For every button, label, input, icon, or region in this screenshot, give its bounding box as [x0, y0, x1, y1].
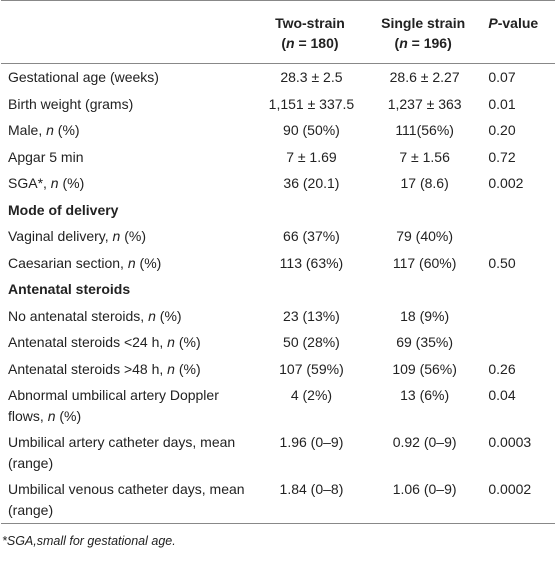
cell: 28.3 ± 2.5	[280, 69, 343, 85]
header-title: Single strain	[381, 15, 466, 31]
row-label: Birth weight (grams)	[8, 95, 134, 112]
cell: 0.07	[488, 69, 516, 85]
cell: 28.6 ± 2.27	[389, 69, 460, 85]
data-row: No antenatal steroids, n (%) 23 (13%) 18 (…	[1, 303, 555, 330]
data-row: Umbilical venous catheter days, mean (ra…	[1, 476, 555, 524]
data-row: Antenatal steroids <24 h, n (%) 50 (28%) 6…	[1, 329, 555, 356]
row-label: Gestational age (weeks)	[8, 69, 159, 85]
cell: 0.01	[488, 95, 516, 112]
cell: 0.0003	[488, 434, 532, 450]
cell: 90 (50%)	[283, 122, 340, 138]
cell	[478, 303, 555, 330]
footnote: *SGA,small for gestational age.	[2, 534, 176, 548]
data-row: Vaginal delivery, n (%) 66 (37%) 79 (40%)	[1, 223, 555, 250]
row-label: Abnormal umbilical artery Doppler flows,…	[8, 387, 219, 424]
data-row: Umbilical artery catheter days, mean (ra…	[1, 429, 555, 476]
data-row: Male, n (%) 90 (50%) 111(56%) 0.20	[1, 117, 555, 144]
section-row: Mode of delivery	[1, 197, 555, 224]
row-label: Antenatal steroids <24 h, n (%)	[8, 334, 201, 350]
data-row: Abnormal umbilical artery Doppler flows,…	[1, 382, 555, 429]
row-label: SGA*, n (%)	[8, 175, 85, 191]
data-row: Antenatal steroids >48 h, n (%) 107 (59%)…	[1, 356, 555, 383]
row-label: Antenatal steroids >48 h, n (%)	[8, 360, 201, 377]
header-title: Two-strain	[275, 15, 345, 31]
section-label: Antenatal steroids	[8, 281, 131, 297]
header-cell	[1, 1, 252, 64]
cell: 36 (20.1)	[283, 175, 340, 191]
cell: 4 (2%)	[290, 387, 333, 403]
table-header: Two-strain (n = 180) Single strain (n = 196…	[1, 0, 555, 64]
cell: 109 (56%)	[392, 360, 457, 377]
section-row: Antenatal steroids	[1, 276, 555, 303]
cell: 0.50	[488, 254, 516, 271]
header-cell: P-value	[478, 1, 555, 64]
header-sub: (n = 180)	[281, 35, 339, 51]
cell: 0.20	[488, 122, 516, 138]
data-row: SGA*, n (%) 36 (20.1) 17 (8.6) 0.002	[1, 170, 555, 197]
cell	[478, 329, 555, 356]
header-row: Two-strain (n = 180) Single strain (n = 196…	[1, 0, 555, 64]
row-label: No antenatal steroids, n (%)	[8, 307, 182, 324]
data-table: Two-strain (n = 180) Single strain (n = 196…	[1, 0, 555, 524]
row-label: Vaginal delivery, n (%)	[8, 228, 147, 244]
cell: 7 ± 1.69	[286, 148, 337, 165]
cell: 66 (37%)	[283, 228, 340, 244]
data-row: Caesarian section, n (%) 113 (63%) 117 (60…	[1, 250, 555, 277]
cell: 23 (13%)	[283, 307, 340, 324]
row-label: Umbilical artery catheter days, mean (ra…	[8, 434, 236, 471]
cell: 1.84 (0–8)	[279, 481, 344, 497]
cell: 0.0002	[488, 481, 532, 497]
cell: 1,237 ± 363	[387, 95, 462, 112]
table-body: Gestational age (weeks) 28.3 ± 2.5 28.6 ± …	[1, 64, 555, 524]
cell: 7 ± 1.56	[399, 148, 450, 165]
cell: 111(56%)	[395, 122, 454, 138]
cell	[478, 223, 555, 250]
cell: 79 (40%)	[396, 228, 454, 244]
cell: 17 (8.6)	[400, 175, 449, 191]
section-label: Mode of delivery	[8, 201, 119, 218]
cell: 69 (35%)	[396, 334, 454, 350]
cell: 0.92 (0–9)	[392, 434, 457, 450]
cell: 1,151 ± 337.5	[268, 95, 355, 112]
row-label: Apgar 5 min	[8, 148, 84, 165]
header-sub: (n = 196)	[394, 35, 452, 51]
cell: 50 (28%)	[283, 334, 340, 350]
cell: 0.002	[488, 175, 524, 191]
cell: 13 (6%)	[400, 387, 450, 403]
row-label: Umbilical venous catheter days, mean (ra…	[8, 481, 245, 518]
data-row: Apgar 5 min 7 ± 1.69 7 ± 1.56 0.72	[1, 144, 555, 171]
cell: 18 (9%)	[400, 307, 450, 324]
header-cell: Single strain (n = 196)	[368, 1, 478, 64]
cell: 0.04	[488, 387, 516, 403]
header-title: P-value	[488, 15, 539, 31]
cell: 113 (63%)	[279, 254, 344, 271]
cell: 107 (59%)	[279, 360, 344, 377]
data-row: Birth weight (grams) 1,151 ± 337.5 1,237 ±…	[1, 91, 555, 118]
cell: 0.72	[488, 148, 516, 165]
row-label: Caesarian section, n (%)	[8, 254, 162, 271]
header-cell: Two-strain (n = 180)	[252, 1, 368, 64]
cell: 117 (60%)	[392, 254, 457, 271]
cell: 0.26	[488, 360, 516, 377]
data-row: Gestational age (weeks) 28.3 ± 2.5 28.6 ± …	[1, 64, 555, 91]
row-label: Male, n (%)	[8, 122, 80, 138]
cell: 1.96 (0–9)	[279, 434, 344, 450]
cell: 1.06 (0–9)	[392, 481, 457, 497]
